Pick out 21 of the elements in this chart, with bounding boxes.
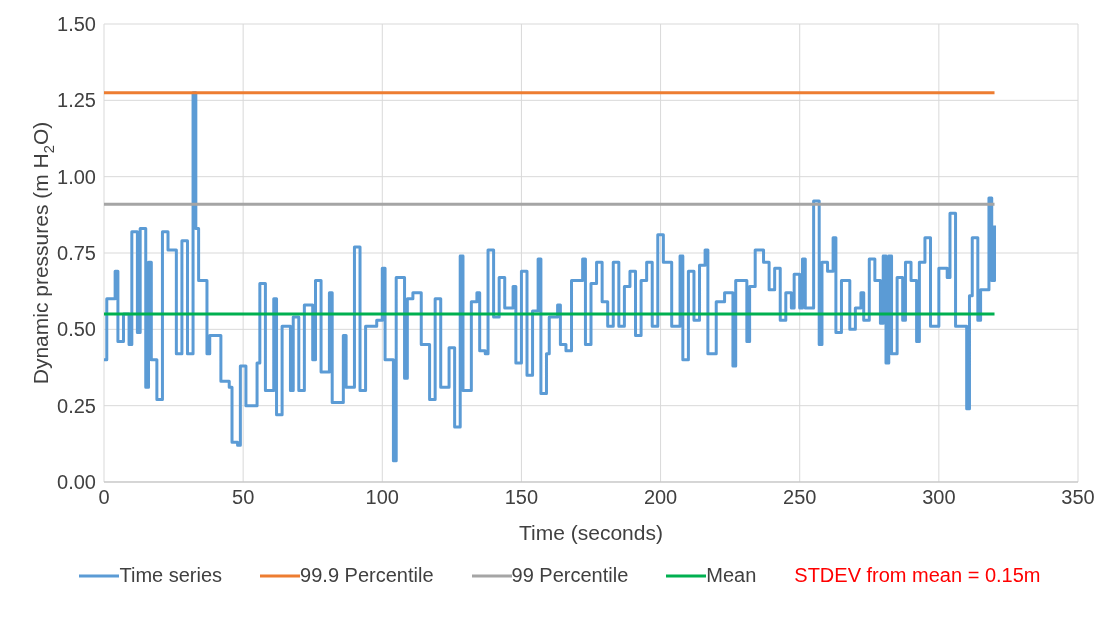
text: STDEV from mean = 0.15m: [794, 564, 1041, 587]
y-tick-label: 0.00: [57, 471, 96, 494]
y-tick-label: 1.25: [57, 89, 96, 112]
x-tick-label: 200: [643, 486, 678, 509]
x-tick-label: 350: [1061, 486, 1095, 509]
x-tick-label: 0: [98, 486, 110, 509]
legend-label: Time series: [119, 564, 223, 587]
legend-label: Mean: [706, 564, 757, 587]
y-tick-label: 1.50: [57, 13, 96, 36]
y-tick-label: 0.75: [57, 242, 96, 265]
y-tick-label: 1.00: [57, 165, 96, 188]
x-tick-label: 250: [783, 486, 817, 509]
x-tick-label: 50: [232, 486, 255, 509]
x-tick-label: 300: [922, 486, 956, 509]
x-axis-title: Time (seconds): [519, 521, 663, 544]
x-tick-label: 150: [504, 486, 539, 509]
y-tick-label: 0.50: [57, 318, 96, 341]
legend-label: 99 Percentile: [511, 564, 629, 587]
y-tick-label: 0.25: [57, 394, 96, 417]
x-tick-label: 100: [365, 486, 399, 509]
legend-label: 99.9 Percentile: [300, 564, 434, 587]
